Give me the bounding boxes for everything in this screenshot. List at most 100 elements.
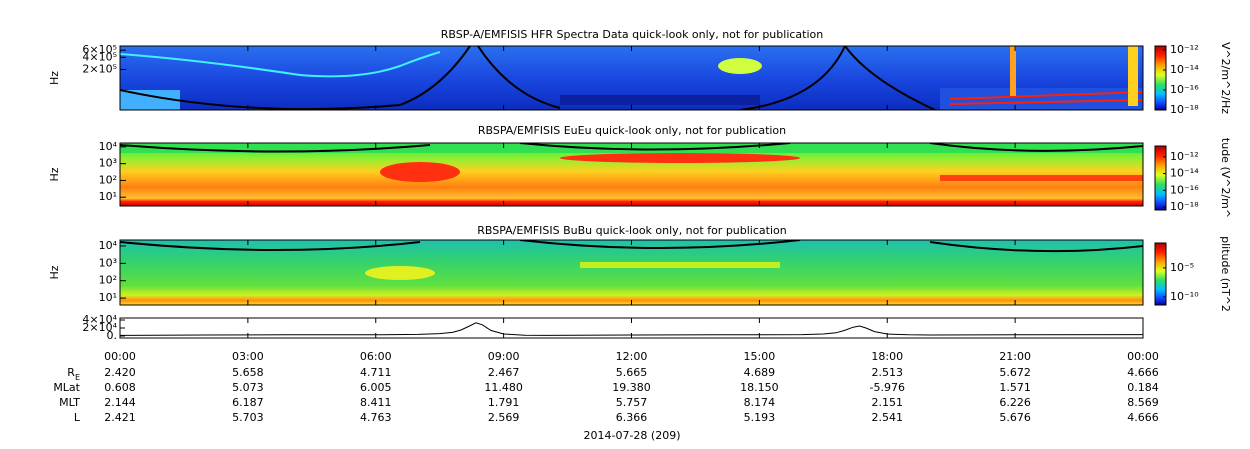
ephemeris-value: 11.480: [484, 381, 523, 394]
y-tick-label: 4×10⁵: [82, 50, 117, 63]
y-tick-label: 4×10⁴: [82, 313, 117, 326]
emission-band: [1128, 46, 1138, 106]
y-tick-label: 10⁴: [99, 239, 118, 252]
ephemeris-value: 2.569: [488, 411, 520, 424]
emission-band: [580, 262, 780, 268]
y-tick-label: 10¹: [99, 291, 117, 304]
ephemeris-value: 4.689: [744, 366, 776, 379]
ephemeris-value: 5.658: [232, 366, 264, 379]
colorbar-tick-label: 10⁻¹⁸: [1170, 103, 1199, 116]
y-tick-label: 10³: [99, 256, 117, 269]
ephemeris-label: MLT: [59, 396, 80, 409]
ephemeris-value: 2.541: [872, 411, 904, 424]
spectrogram-image: [120, 143, 1143, 206]
y-tick-label: 2×10⁴: [82, 321, 117, 334]
panel-title: RBSPA/EMFISIS BuBu quick-look only, not …: [477, 224, 787, 237]
y-tick-label: 10²: [99, 274, 117, 287]
ephemeris-label-text: MLat: [53, 381, 80, 394]
ephemeris-value: 5.676: [999, 411, 1031, 424]
colorbar-tick-label: 10⁻¹⁰: [1170, 290, 1199, 303]
y-tick-label: 0.: [107, 329, 118, 342]
y-tick-label: 6×10⁵: [82, 43, 117, 56]
ephemeris-value: 0.608: [104, 381, 136, 394]
panel-title: RBSP-A/EMFISIS HFR Spectra Data quick-lo…: [441, 28, 824, 41]
colorbar-label: plitude (nT^2: [1219, 236, 1232, 312]
ephemeris-label-text: R: [67, 366, 75, 379]
emission-band: [560, 95, 760, 105]
ephemeris-value: 5.193: [744, 411, 776, 424]
ephemeris-value: 18.150: [740, 381, 779, 394]
y-tick-label: 10⁴: [99, 140, 118, 153]
ephemeris-value: 5.757: [616, 396, 648, 409]
emission-band: [365, 266, 435, 280]
ephemeris-value: 2.467: [488, 366, 520, 379]
x-tick-label: 15:00: [744, 350, 776, 363]
emission-band: [120, 51, 441, 78]
colorbar: [1154, 242, 1167, 306]
ephemeris-value: 4.711: [360, 366, 392, 379]
ephemeris-value: 8.174: [744, 396, 776, 409]
x-tick-label: 21:00: [999, 350, 1031, 363]
y-tick-label: 10²: [99, 173, 117, 186]
colorbar-tick-label: 10⁻¹²: [1170, 150, 1199, 163]
ephemeris-value: 4.666: [1127, 411, 1159, 424]
ephemeris-label: RE: [67, 366, 80, 382]
ephemeris-value: 5.703: [232, 411, 264, 424]
colorbar-tick-label: 10⁻¹⁶: [1170, 83, 1199, 96]
colorbar-tick-label: 10⁻⁵: [1170, 261, 1194, 274]
colorbar-tick-label: 10⁻¹⁸: [1170, 200, 1199, 213]
ephemeris-label: L: [74, 411, 81, 424]
ephemeris-value: 8.411: [360, 396, 392, 409]
ephemeris-label-subscript: E: [75, 373, 80, 382]
spectrogram-image: [120, 240, 1143, 305]
ephemeris-value: 1.571: [999, 381, 1031, 394]
panel-title: RBSPA/EMFISIS EuEu quick-look only, not …: [478, 124, 786, 137]
ephemeris-value: 6.005: [360, 381, 392, 394]
ephemeris-value: 1.791: [488, 396, 520, 409]
spectrogram-image: [120, 46, 1143, 110]
y-tick-label: 10¹: [99, 190, 117, 203]
ephemeris-value: 5.073: [232, 381, 264, 394]
ephemeris-value: -5.976: [870, 381, 905, 394]
colorbar-tick-label: 10⁻¹²: [1170, 43, 1199, 56]
ephemeris-value: 4.763: [360, 411, 392, 424]
ephemeris-value: 0.184: [1127, 381, 1159, 394]
x-tick-label: 00:00: [1127, 350, 1159, 363]
emission-band: [940, 175, 1143, 181]
ephemeris-value: 19.380: [612, 381, 651, 394]
colorbar-tick-label: 10⁻¹⁶: [1170, 183, 1199, 196]
ephemeris-value: 2.421: [104, 411, 136, 424]
ephemeris-value: 6.226: [999, 396, 1031, 409]
y-axis-label: Hz: [48, 71, 61, 85]
ephemeris-value: 6.187: [232, 396, 264, 409]
ephemeris-value: 5.672: [999, 366, 1031, 379]
emission-band: [380, 162, 460, 182]
x-tick-label: 03:00: [232, 350, 264, 363]
y-tick-label: 10³: [99, 157, 117, 170]
ephemeris-label: MLat: [53, 381, 80, 394]
emission-band: [949, 91, 1143, 105]
ephemeris-value: 2.513: [872, 366, 904, 379]
x-tick-label: 18:00: [871, 350, 903, 363]
emission-band: [560, 153, 800, 163]
y-tick-label: 2×10⁵: [82, 62, 117, 75]
ephemeris-value: 2.144: [104, 396, 136, 409]
date-label: 2014-07-28 (209): [583, 429, 680, 442]
colorbar-label: V^2/m^2/Hz: [1219, 42, 1232, 114]
ephemeris-value: 6.366: [616, 411, 648, 424]
emission-band: [718, 58, 762, 74]
ephemeris-value: 5.665: [616, 366, 648, 379]
cutoff-curve: [120, 143, 1143, 153]
y-axis-label: Hz: [48, 167, 61, 181]
colorbar-tick-label: 10⁻¹⁴: [1170, 167, 1199, 180]
colorbar-label: tude (V^2/m^: [1219, 138, 1232, 218]
x-tick-label: 09:00: [488, 350, 520, 363]
x-tick-label: 06:00: [360, 350, 392, 363]
ephemeris-value: 8.569: [1127, 396, 1159, 409]
ephemeris-value: 4.666: [1127, 366, 1159, 379]
ephemeris-label-text: L: [74, 411, 81, 424]
x-tick-label: 00:00: [104, 350, 136, 363]
cutoff-curve: [120, 240, 1143, 253]
colorbar-tick-label: 10⁻¹⁴: [1170, 63, 1199, 76]
